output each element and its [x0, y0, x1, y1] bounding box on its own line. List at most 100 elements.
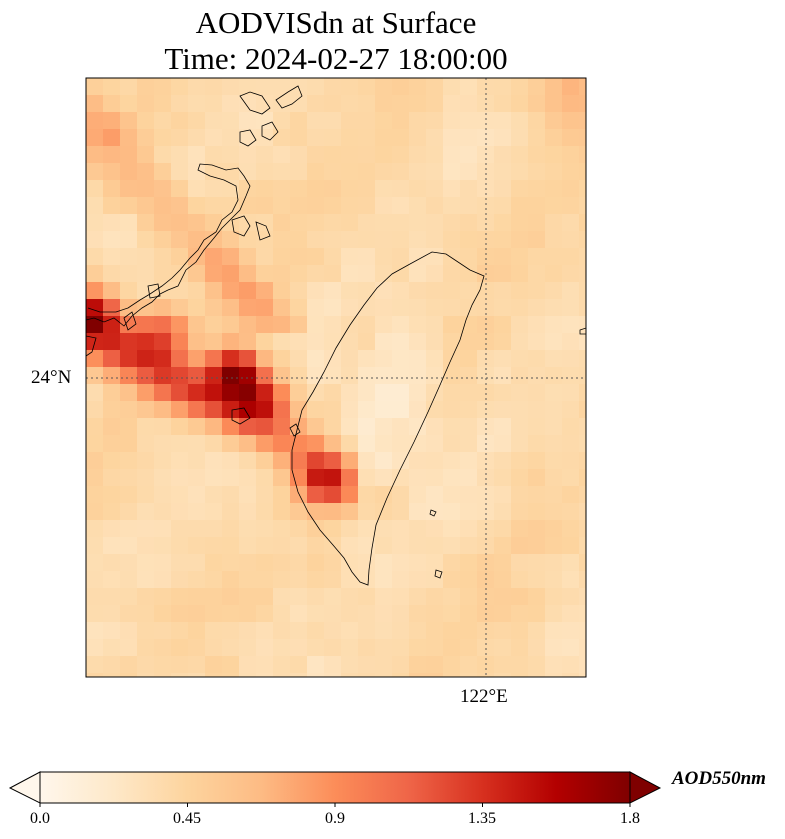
aod-cell [528, 214, 546, 232]
aod-cell [460, 503, 478, 521]
aod-cell [494, 367, 512, 385]
aod-cell [290, 129, 308, 147]
aod-cell [460, 656, 478, 674]
aod-cell [188, 299, 206, 317]
aod-cell [409, 265, 427, 283]
aod-cell [562, 537, 580, 555]
aod-cell [256, 231, 274, 249]
aod-cell [375, 214, 393, 232]
aod-cell [494, 401, 512, 419]
aod-cell [426, 588, 444, 606]
aod-cell [562, 469, 580, 487]
aod-cell [511, 401, 529, 419]
aod-cell [205, 571, 223, 589]
aod-cell [307, 367, 325, 385]
aod-cell [256, 486, 274, 504]
aod-cell [324, 367, 342, 385]
aod-cell [188, 367, 206, 385]
aod-cell [273, 316, 291, 334]
aod-cell [375, 605, 393, 623]
aod-cell [375, 265, 393, 283]
aod-cell [409, 316, 427, 334]
aod-cell [324, 622, 342, 640]
aod-cell [358, 401, 376, 419]
aod-cell [171, 452, 189, 470]
aod-cell [579, 282, 586, 300]
aod-cell [341, 622, 359, 640]
aod-cell [86, 248, 104, 266]
aod-cell [222, 316, 240, 334]
aod-cell [222, 520, 240, 538]
aod-cell [239, 554, 257, 572]
aod-cell [358, 180, 376, 198]
aod-cell [222, 673, 240, 677]
aod-cell [409, 639, 427, 657]
aod-cell [409, 588, 427, 606]
aod-cell [86, 486, 104, 504]
aod-cell [171, 605, 189, 623]
aod-cell [154, 316, 172, 334]
aod-cell [511, 129, 529, 147]
aod-cell [290, 282, 308, 300]
aod-cell [392, 554, 410, 572]
aod-cell [409, 520, 427, 538]
aod-cell [324, 452, 342, 470]
aod-cell [103, 418, 121, 436]
aod-cell [494, 163, 512, 181]
aod-cell [307, 163, 325, 181]
aod-cell [375, 333, 393, 351]
aod-cell [103, 588, 121, 606]
aod-cell [222, 129, 240, 147]
aod-cell [392, 367, 410, 385]
aod-cell [579, 401, 586, 419]
aod-cell [375, 248, 393, 266]
aod-cell [120, 401, 138, 419]
aod-cell [205, 146, 223, 164]
aod-cell [460, 367, 478, 385]
aod-cell [137, 452, 155, 470]
aod-field [86, 78, 586, 677]
mainland-coastline [85, 163, 251, 327]
aod-cell [86, 554, 104, 572]
aod-cell [256, 384, 274, 402]
aod-cell [528, 350, 546, 368]
aod-cell [137, 350, 155, 368]
aod-cell [222, 537, 240, 555]
aod-cell [460, 639, 478, 657]
aod-cell [171, 639, 189, 657]
aod-cell [477, 469, 495, 487]
aod-cell [545, 588, 563, 606]
aod-cell [358, 112, 376, 130]
aod-cell [392, 180, 410, 198]
aod-cell [137, 282, 155, 300]
aod-cell [392, 112, 410, 130]
aod-cell [443, 673, 461, 677]
island-coastline [123, 311, 137, 331]
aod-cell [273, 622, 291, 640]
aod-cell [409, 605, 427, 623]
aod-cell [205, 384, 223, 402]
aod-cell [205, 112, 223, 130]
aod-cell [341, 265, 359, 283]
aod-cell [290, 486, 308, 504]
aod-cell [103, 180, 121, 198]
aod-cell [324, 248, 342, 266]
aod-cell [324, 214, 342, 232]
aod-cell [205, 469, 223, 487]
aod-cell [579, 435, 586, 453]
aod-cell [392, 248, 410, 266]
aod-cell [426, 197, 444, 215]
aod-cell [171, 469, 189, 487]
aod-cell [290, 333, 308, 351]
aod-cell [137, 571, 155, 589]
aod-cell [86, 452, 104, 470]
aod-cell [307, 418, 325, 436]
aod-cell [205, 503, 223, 521]
aod-cell [562, 214, 580, 232]
aod-cell [154, 112, 172, 130]
aod-cell [562, 163, 580, 181]
aod-cell [171, 588, 189, 606]
aod-cell [137, 112, 155, 130]
aod-cell [341, 537, 359, 555]
aod-cell [205, 605, 223, 623]
